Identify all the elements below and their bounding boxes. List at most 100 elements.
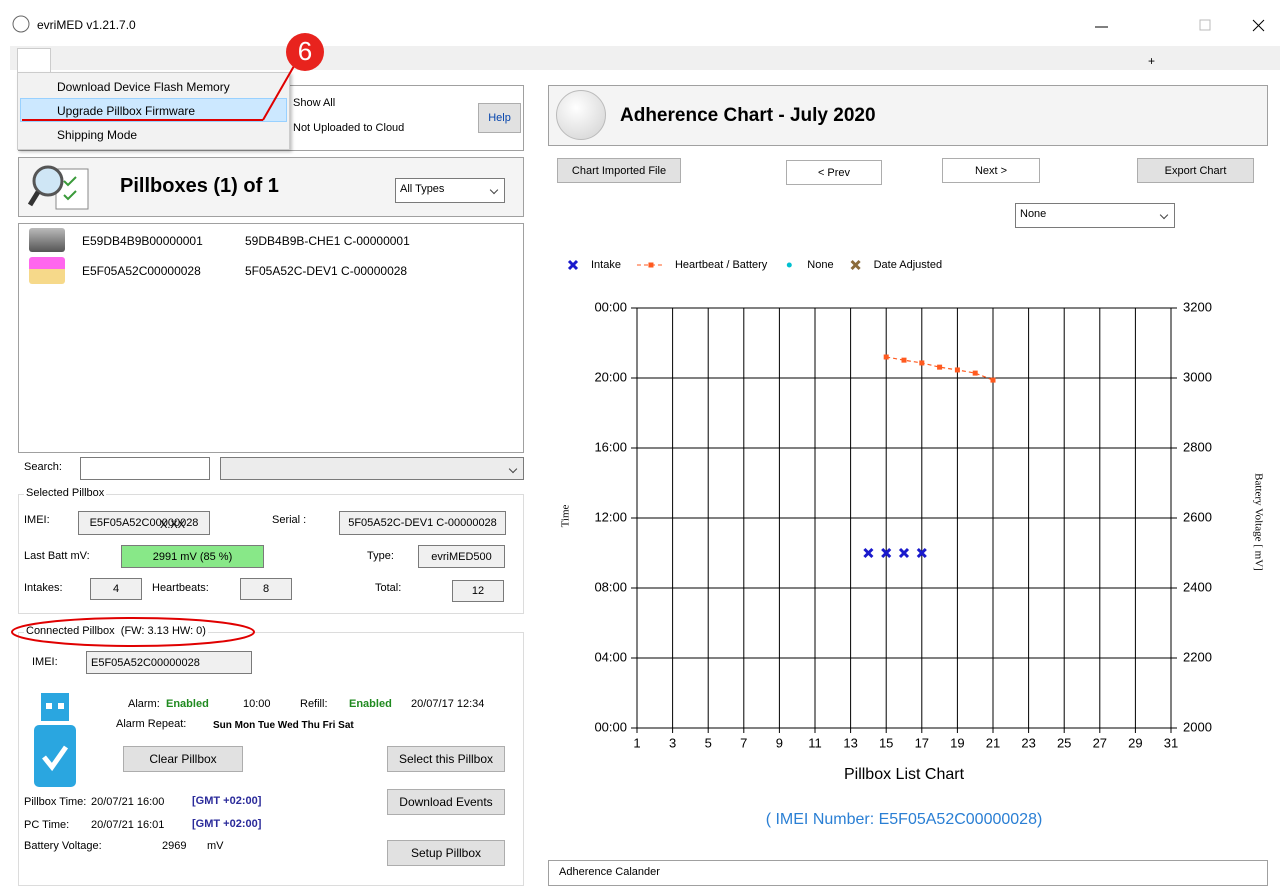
label: Alarm Repeat: <box>116 718 187 730</box>
legend-marker <box>786 262 792 268</box>
row-imei[interactable]: E59DB4B9B00000001 <box>82 234 203 248</box>
point <box>901 357 907 363</box>
row-serial[interactable]: 59DB4B9B-CHE1 C-00000001 <box>245 234 410 248</box>
search-icon <box>28 165 89 210</box>
type-filter[interactable]: All Types <box>395 178 505 203</box>
alarm-time: 10:00 <box>243 698 271 710</box>
y2-tick-label: 2800 <box>1183 439 1212 454</box>
total-field: 12 <box>452 580 504 602</box>
heartbeats-field: 8 <box>240 578 292 600</box>
point <box>916 547 927 559</box>
refill-time: 20/07/17 12:34 <box>411 698 485 710</box>
alarm-state: Enabled <box>166 698 209 710</box>
y2-tick-label: 3000 <box>1183 369 1212 384</box>
clear-button[interactable]: Clear Pillbox <box>123 746 243 772</box>
search-combo[interactable] <box>220 457 524 480</box>
search-label: Search: <box>24 461 62 473</box>
connected-group <box>18 632 524 886</box>
x-tick-label: 9 <box>776 735 783 750</box>
chart-header <box>548 85 1268 146</box>
x-tick-label: 21 <box>986 735 1000 750</box>
pillbox-icon <box>29 228 65 252</box>
menu-item[interactable]: Download Device Flash Memory <box>57 80 230 94</box>
label: Refill: <box>300 698 328 710</box>
x-tick-label: 29 <box>1128 735 1142 750</box>
export-button[interactable]: Export Chart <box>1137 158 1254 183</box>
x-tick-label: 25 <box>1057 735 1071 750</box>
label: Type: <box>367 550 394 562</box>
x-tick-label: 3 <box>669 735 676 750</box>
battery-field: 2991 mV (85 %) <box>121 545 264 568</box>
x-tick-label: 5 <box>705 735 712 750</box>
point <box>954 367 960 373</box>
label: PC Time: <box>24 819 70 831</box>
label: Alarm: <box>128 698 160 710</box>
x-tick-label: 15 <box>879 735 893 750</box>
search-input[interactable] <box>80 457 210 480</box>
x-tick-label: 27 <box>1093 735 1107 750</box>
status-box: Adherence Calander <box>548 860 1268 886</box>
imported-button[interactable]: Chart Imported File <box>557 158 681 183</box>
next-button[interactable]: Next > <box>942 158 1040 183</box>
tab[interactable] <box>17 48 51 72</box>
battery-voltage: 2969 <box>162 840 187 852</box>
group-title: Connected Pillbox (FW: 3.13 HW: 0) <box>24 625 208 637</box>
point <box>990 377 996 383</box>
usb-icon <box>34 693 76 787</box>
imei-field: E5F05A52C00000028 <box>78 511 210 535</box>
point <box>972 370 978 376</box>
handle <box>28 190 41 207</box>
type-field: evriMED500 <box>418 545 505 568</box>
download-button[interactable]: Download Events <box>387 789 505 815</box>
pc-time: 20/07/21 16:01 <box>91 819 165 831</box>
pillbox-icon <box>29 257 65 284</box>
label: IMEI: <box>24 514 50 526</box>
point <box>881 547 892 559</box>
usb-pin <box>46 703 52 709</box>
y2-tick-label: 2600 <box>1183 509 1212 524</box>
plot-frame <box>636 307 1172 729</box>
add-tab[interactable]: + <box>1148 54 1156 68</box>
pillbox-list <box>18 223 524 453</box>
series-line <box>886 356 994 381</box>
menu-item[interactable]: Shipping Mode <box>57 128 138 142</box>
label: IMEI: <box>32 656 58 668</box>
setup-button[interactable]: Setup Pillbox <box>387 840 505 866</box>
pillbox-tz: [GMT +02:00] <box>192 795 262 807</box>
menu-item[interactable]: Upgrade Pillbox Firmware <box>57 104 196 118</box>
usb-body <box>34 725 76 787</box>
row-serial[interactable]: 5F05A52C-DEV1 C-00000028 <box>245 264 408 278</box>
battery-unit: mV <box>207 840 224 852</box>
x-axis-title: Pillbox List Chart <box>844 766 965 783</box>
label: Battery Voltage: <box>24 840 102 852</box>
refill-state: Enabled <box>349 698 392 710</box>
row-imei[interactable]: E5F05A52C00000028 <box>82 264 201 278</box>
group-title: Selected Pillbox <box>24 487 107 499</box>
label: Heartbeats: <box>152 582 209 594</box>
window-title: evriMED v1.21.7.0 <box>37 18 136 32</box>
label: Pillbox Time: <box>24 796 87 808</box>
pc-tz: [GMT +02:00] <box>192 818 262 830</box>
prev-button[interactable]: < Prev <box>786 160 882 185</box>
y2-tick-label: 2200 <box>1183 649 1212 664</box>
check <box>42 745 69 772</box>
imei-overlay: X.XX <box>160 519 186 531</box>
title: Connected Pillbox <box>26 625 115 637</box>
lens <box>32 165 64 197</box>
pillbox-time: 20/07/21 16:00 <box>91 796 165 808</box>
y-tick-label: 00:00 <box>594 719 627 734</box>
help-button[interactable]: Help <box>478 103 521 133</box>
point <box>883 354 889 360</box>
radio-label[interactable]: Not Uploaded to Cloud <box>293 122 405 134</box>
menu-highlight <box>20 98 287 122</box>
x-tick-label: 13 <box>843 735 857 750</box>
checks <box>63 176 77 201</box>
select-button[interactable]: Select this Pillbox <box>387 746 505 772</box>
series-select[interactable]: None <box>1015 203 1175 228</box>
firmware: (FW: 3.13 HW: 0) <box>120 625 206 637</box>
legend-label: Heartbeat / Battery <box>675 259 768 271</box>
radio-label[interactable]: Show All <box>293 97 336 109</box>
legend-label: Date Adjusted <box>874 259 943 271</box>
x-tick-label: 1 <box>633 735 640 750</box>
